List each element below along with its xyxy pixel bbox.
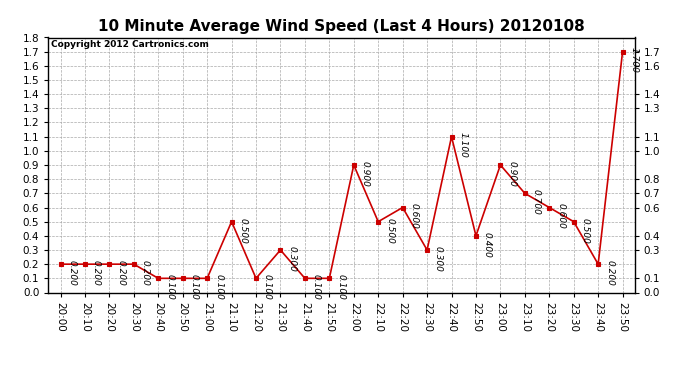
Text: 0.500: 0.500	[581, 217, 590, 243]
Text: 0.200: 0.200	[605, 260, 614, 286]
Text: 0.900: 0.900	[507, 161, 516, 187]
Text: 0.900: 0.900	[361, 161, 370, 187]
Text: 0.100: 0.100	[190, 274, 199, 300]
Text: 0.200: 0.200	[92, 260, 101, 286]
Text: 0.100: 0.100	[214, 274, 223, 300]
Text: 0.200: 0.200	[141, 260, 150, 286]
Text: 1.700: 1.700	[629, 48, 638, 74]
Text: 0.200: 0.200	[68, 260, 77, 286]
Text: 0.600: 0.600	[410, 203, 419, 229]
Text: 1.100: 1.100	[458, 132, 467, 158]
Text: 0.400: 0.400	[483, 232, 492, 258]
Text: 0.500: 0.500	[385, 217, 394, 243]
Text: 0.700: 0.700	[532, 189, 541, 215]
Text: 0.300: 0.300	[434, 246, 443, 272]
Text: Copyright 2012 Cartronics.com: Copyright 2012 Cartronics.com	[51, 40, 209, 49]
Text: 0.500: 0.500	[239, 217, 248, 243]
Text: 0.100: 0.100	[165, 274, 174, 300]
Text: 0.100: 0.100	[336, 274, 345, 300]
Text: 0.100: 0.100	[263, 274, 272, 300]
Text: 0.200: 0.200	[117, 260, 126, 286]
Text: 0.300: 0.300	[288, 246, 297, 272]
Title: 10 Minute Average Wind Speed (Last 4 Hours) 20120108: 10 Minute Average Wind Speed (Last 4 Hou…	[98, 18, 585, 33]
Text: 0.100: 0.100	[312, 274, 321, 300]
Text: 0.600: 0.600	[556, 203, 565, 229]
